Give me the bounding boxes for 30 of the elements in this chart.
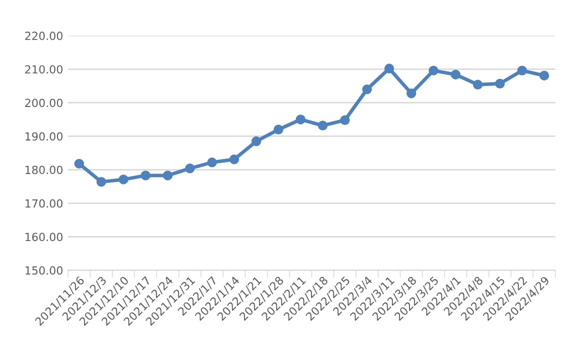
point (207, 158, 217, 168)
y-tick-label: 160.00 (26, 232, 62, 242)
y-tick-label: 220.00 (25, 32, 62, 40)
point (318, 120, 328, 130)
y-tick-label: 200.00 (25, 98, 62, 108)
point (495, 78, 505, 88)
point (539, 70, 550, 80)
y-tick-label: 210.00 (25, 65, 62, 74)
point (362, 84, 372, 94)
point (274, 124, 284, 134)
y-tick-label: 180.00 (26, 166, 62, 174)
point (140, 170, 150, 180)
point (229, 154, 240, 164)
point (251, 136, 262, 146)
point (296, 114, 306, 124)
y-tick-label: 170.00 (26, 199, 62, 208)
y-tick-label: 150.00 (26, 266, 62, 275)
point (96, 176, 106, 187)
point (340, 115, 350, 126)
point (450, 70, 461, 80)
point (185, 164, 195, 174)
point (118, 174, 128, 184)
point (406, 88, 416, 98)
point (428, 66, 438, 76)
point (472, 80, 483, 90)
y-tick-label: 190.00 (26, 132, 62, 141)
point (384, 64, 394, 74)
point (517, 66, 527, 76)
point (162, 170, 173, 180)
point (74, 158, 84, 169)
